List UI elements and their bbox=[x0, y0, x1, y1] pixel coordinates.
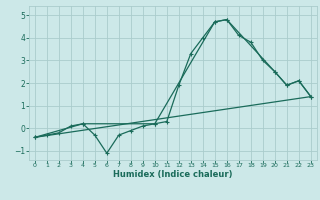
X-axis label: Humidex (Indice chaleur): Humidex (Indice chaleur) bbox=[113, 170, 233, 179]
